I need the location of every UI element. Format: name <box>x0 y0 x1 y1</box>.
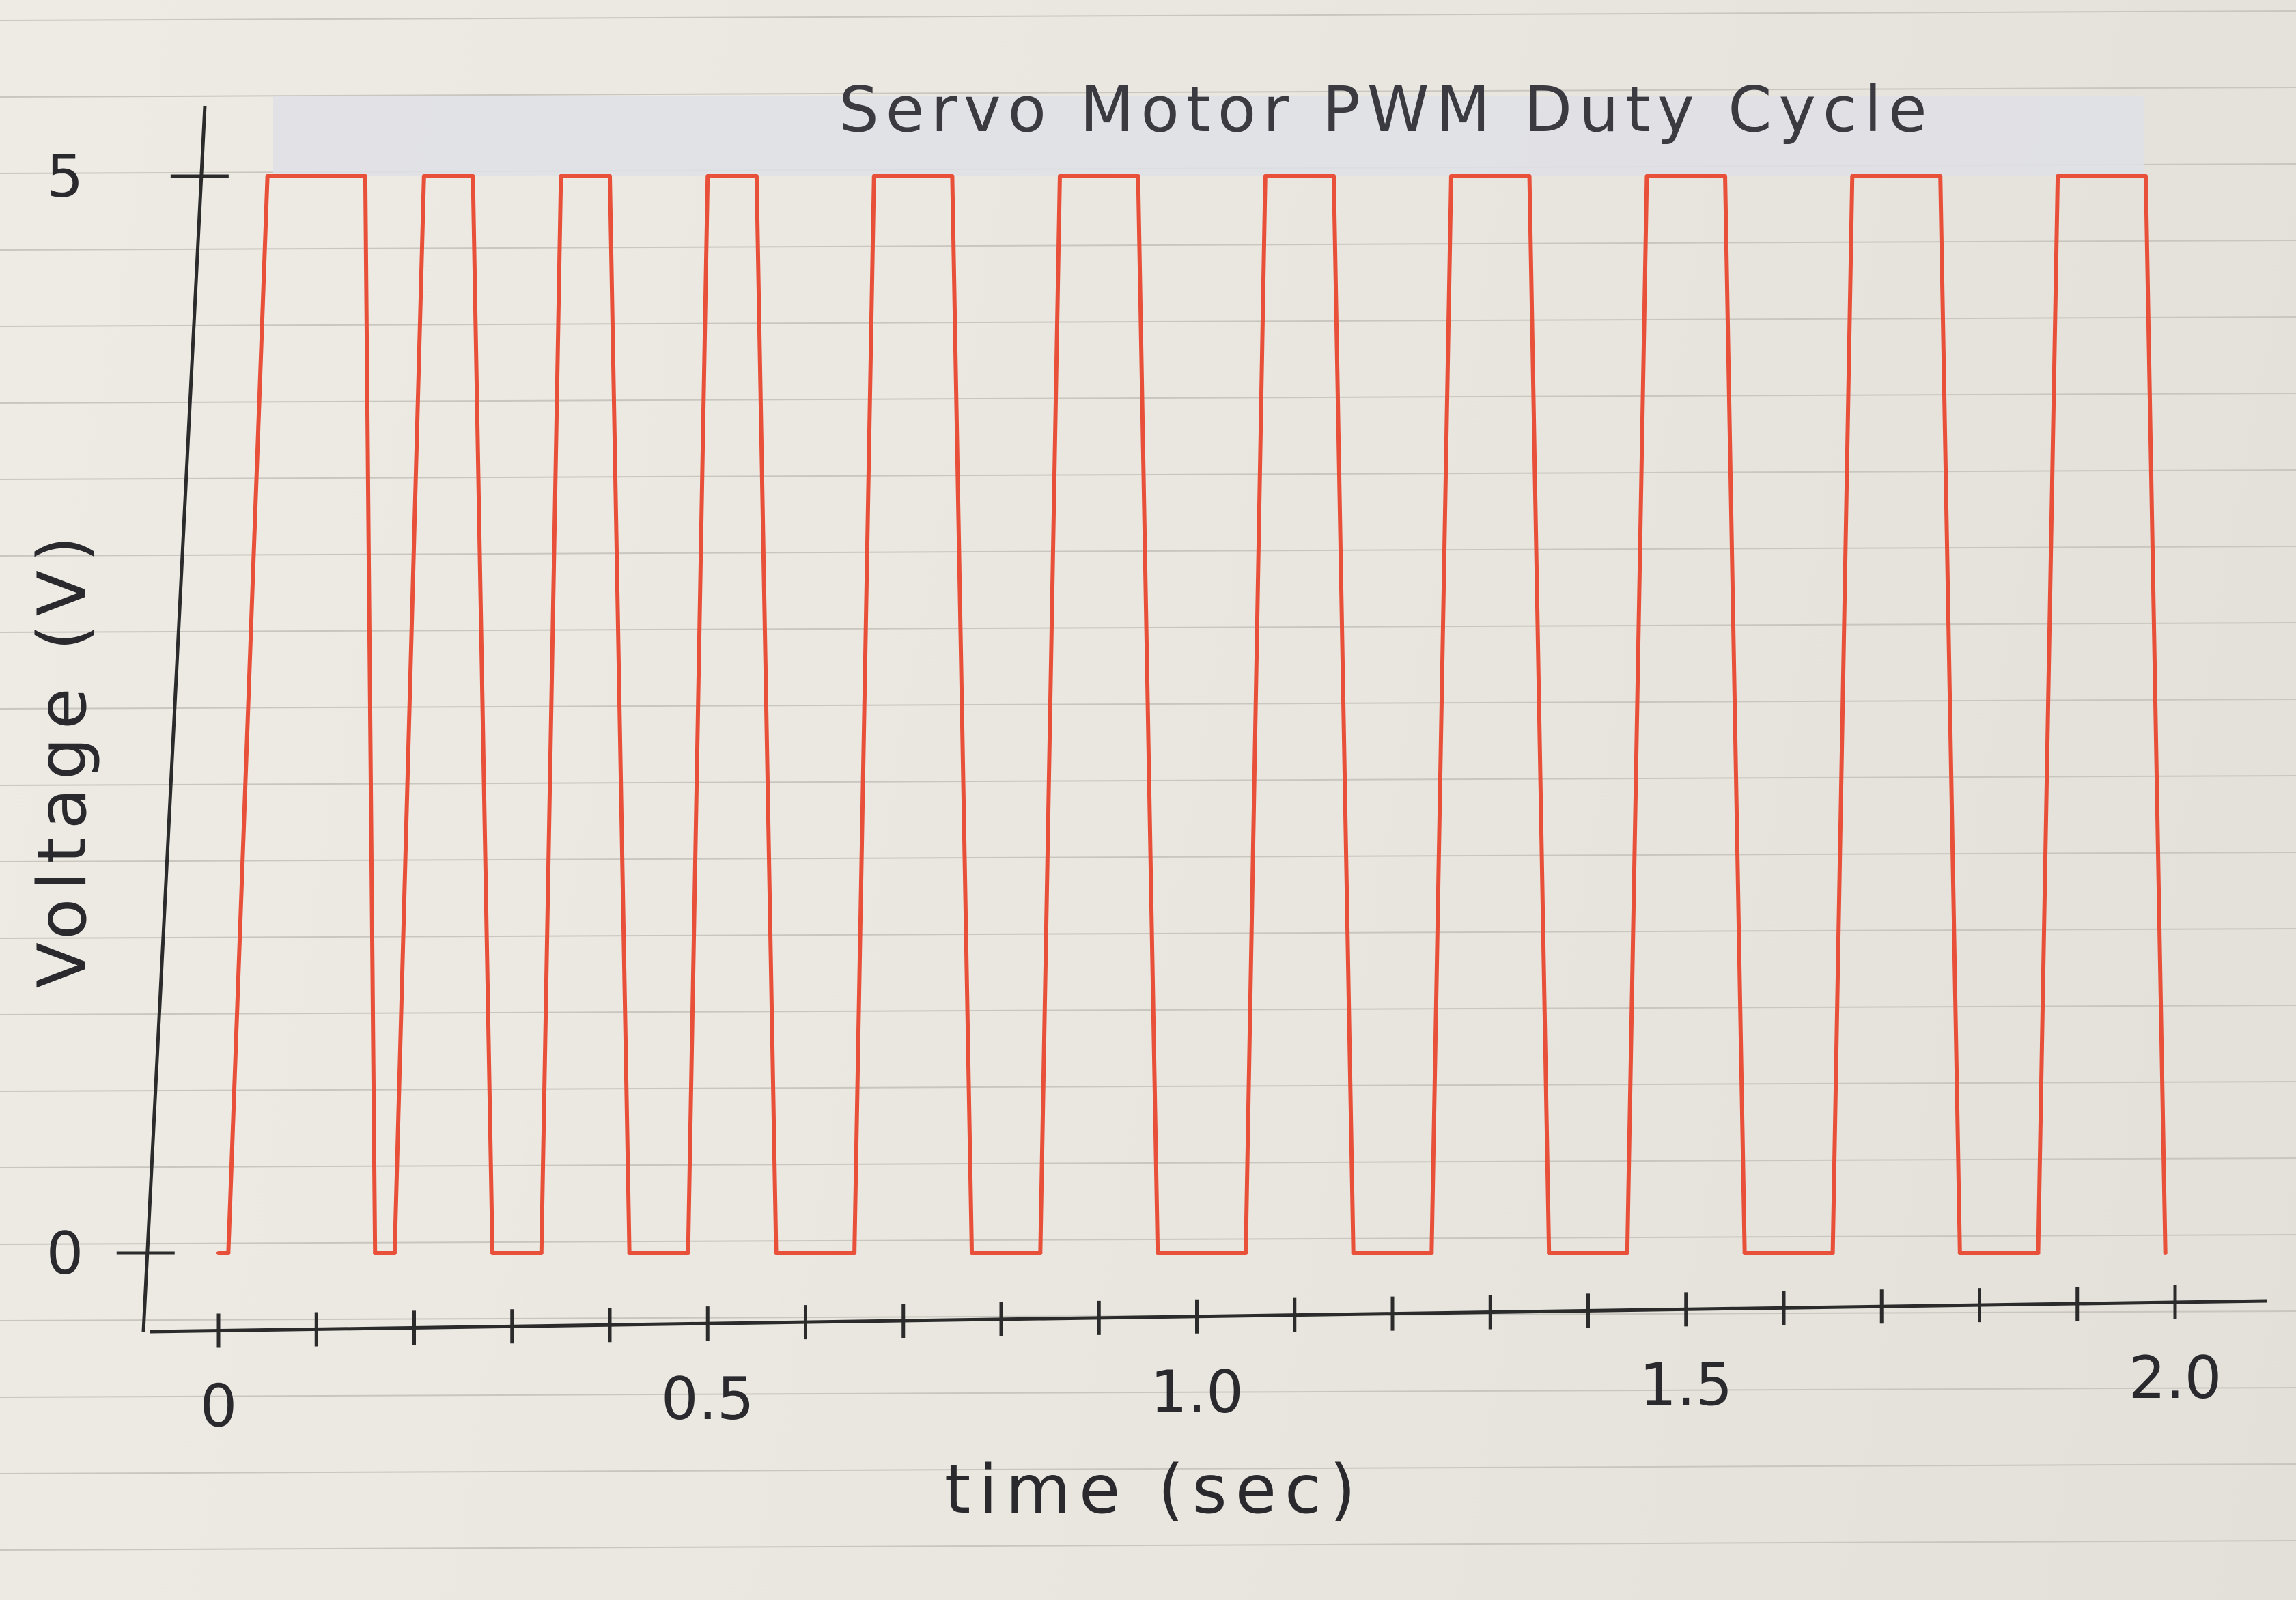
series-segment <box>1038 174 1062 1255</box>
series-segment <box>539 174 563 1255</box>
series-segment <box>2144 174 2168 1255</box>
series-segment <box>1723 174 1747 1255</box>
series-segment <box>852 174 876 1255</box>
series-segment <box>226 174 270 1255</box>
series-segment <box>1332 174 1356 1255</box>
rule-line <box>0 928 2296 939</box>
rule-line <box>0 316 2296 327</box>
rule-line <box>0 469 2296 480</box>
x-axis <box>150 1299 2268 1334</box>
y-axis-label: Voltage (V) <box>24 528 102 988</box>
x-tick-label: 0.5 <box>661 1365 755 1433</box>
series-segment <box>1830 174 1855 1255</box>
rule-line <box>0 1005 2296 1015</box>
y-tick-label: 0 <box>46 1220 84 1288</box>
series-segment <box>363 174 378 1255</box>
x-tick-label: 1.0 <box>1150 1358 1244 1427</box>
x-tick-label: 1.5 <box>1639 1351 1733 1419</box>
series-segment <box>1625 174 1649 1255</box>
pwm-series <box>216 174 2168 1255</box>
rule-line <box>0 1463 2296 1474</box>
x-axis-label: time (sec) <box>944 1451 1364 1529</box>
series-segment <box>471 174 495 1255</box>
series-segment <box>1136 174 1160 1255</box>
series-segment <box>392 174 426 1255</box>
rule-line <box>0 1540 2296 1551</box>
rule-line <box>0 852 2296 862</box>
rule-line <box>0 1234 2296 1245</box>
series-segment <box>1938 174 1962 1255</box>
series-segment <box>1429 174 1453 1255</box>
rule-line <box>0 1081 2296 1092</box>
chart-title: Servo Motor PWM Duty Cycle <box>839 73 1933 146</box>
rule-line <box>0 10 2296 21</box>
rule-line <box>0 1157 2296 1168</box>
rule-line <box>0 240 2296 251</box>
series-segment <box>1527 174 1552 1255</box>
x-tick-label: 0 <box>200 1373 238 1441</box>
rule-line <box>0 87 2296 98</box>
series-segment <box>686 174 710 1255</box>
series-segment <box>950 174 975 1255</box>
series-segment <box>608 174 632 1255</box>
y-axis <box>141 105 207 1332</box>
series-segment <box>1244 174 1268 1255</box>
y-tick-label: 5 <box>46 143 84 211</box>
series-segment <box>2036 174 2060 1255</box>
series-segment <box>754 174 779 1255</box>
rule-line <box>0 546 2296 557</box>
title-tape <box>273 96 2144 176</box>
x-tick-label: 2.0 <box>2129 1344 2222 1412</box>
rule-line <box>0 393 2296 404</box>
rule-line <box>0 1387 2296 1398</box>
